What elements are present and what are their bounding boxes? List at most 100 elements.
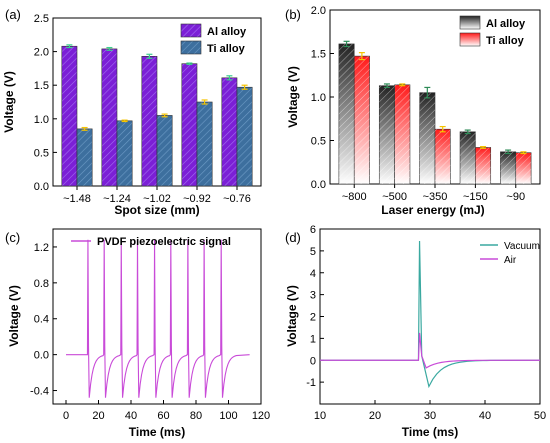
legend-label: Vacuum [504,241,540,252]
bar [196,101,213,187]
y-axis-label: Voltage (V) [286,66,300,128]
legend-swatch [459,32,481,47]
legend-label: Al alloy [207,26,247,38]
legend-swatch [180,23,202,38]
legend-label: Ti alloy [486,35,525,47]
y-tick-label: 2.0 [34,47,49,59]
x-tick-label: ~0.92 [183,193,211,205]
bar-hatch [515,152,532,184]
bar [61,45,78,187]
y-tick-label: 0.0 [311,179,326,191]
x-tick-label: ~1.02 [143,193,171,205]
legend-swatch [180,40,202,55]
y-tick-label: 1 [310,333,316,345]
legend-label: Air [504,255,517,266]
panel-d-line-chart: -1 0 1 2 3 4 5 6 10 20 30 40 50 Time (ms) Voltage (… [285,224,546,439]
legend: Al alloy Ti alloy [180,23,247,55]
y-tick-label: 0.5 [311,136,326,148]
y-tick-label: 0.5 [34,147,49,159]
legend-label: PVDF piezoelectric signal [97,236,231,248]
x-tick-label: 100 [219,410,237,422]
y-tick-labels: -1 0 1 2 3 4 5 6 [306,224,324,389]
x-tick-label: ~500 [382,191,407,203]
y-tick-label: -0.4 [30,386,49,398]
y-tick-label: 0.8 [34,278,49,290]
lines [320,241,541,389]
x-tick-labels: 10 20 30 40 50 [314,400,546,422]
y-tick-label: 1.5 [311,49,326,61]
y-axis-label: Voltage (V) [285,285,299,347]
panel-label-c: (c) [5,230,20,245]
y-tick-label: 1.2 [34,242,49,254]
y-tick-label: 2.0 [311,5,326,17]
bar-hatch [435,129,451,184]
x-axis-label: Time (ms) [129,425,185,439]
bar-hatch [394,84,410,184]
legend: PVDF piezoelectric signal [71,236,231,248]
bar-hatch [500,151,516,184]
legend: Al alloy Ti alloy [459,15,526,47]
x-tick-label: 0 [63,410,69,422]
bars [61,44,253,187]
x-tick-label: ~800 [342,191,367,203]
x-tick-labels: ~1.48 ~1.24 ~1.02 ~0.92 ~0.76 [63,186,251,205]
bar [181,63,198,187]
legend-swatch [459,15,481,30]
bar [221,77,238,187]
bar [76,128,93,187]
plot-frame [52,228,262,405]
x-tick-label: 60 [157,410,169,422]
y-tick-label: 1.0 [34,114,49,126]
bar [156,115,173,187]
x-axis-label: Time (ms) [402,425,458,439]
bar-hatch [419,92,435,184]
x-tick-label: ~150 [463,191,488,203]
signal-line [66,239,250,398]
bar-hatch [338,43,355,185]
legend-label: Al alloy [486,18,526,30]
x-tick-label: 40 [125,410,137,422]
x-axis-label: Spot size (mm) [114,203,199,217]
legend-label: Ti alloy [207,43,246,55]
y-tick-label: 2.5 [34,13,49,25]
y-tick-label: 1.0 [311,92,326,104]
legend: Vacuum Air [480,241,540,266]
x-tick-label: 40 [479,410,491,422]
y-tick-label: -1 [306,377,316,389]
panel-c-line-chart: -0.4 0.0 0.4 0.8 1.2 0 20 40 60 80 100 120 Time (m… [7,228,270,439]
x-tick-label: 120 [252,410,270,422]
x-tick-label: 30 [424,410,436,422]
x-tick-label: 20 [92,410,104,422]
x-tick-label: ~1.24 [103,193,131,205]
y-tick-label: 5 [310,246,316,258]
panel-b-bar-chart: 0.0 0.5 1.0 1.5 2.0 ~800 ~500 ~350 ~150 ~90 Lase… [286,5,541,217]
x-tick-label: ~90 [506,191,525,203]
panel-label-a: (a) [5,7,21,22]
x-tick-label: ~0.76 [223,193,251,205]
bars [338,40,532,185]
y-tick-label: 4 [310,268,316,280]
panel-a-bar-chart: 0.00.51.01.52.02.5 ~1.48 ~1.24 ~1.02 ~0.92 ~… [2,13,262,217]
x-axis-label: Laser energy (mJ) [381,203,484,217]
y-axis-label: Voltage (V) [2,71,16,133]
x-tick-labels: ~800 ~500 ~350 ~150 ~90 [342,184,525,203]
y-tick-label: 0.4 [34,314,49,326]
y-tick-label: 6 [310,224,316,236]
bar-hatch [475,147,491,184]
y-axis-label: Voltage (V) [7,285,21,347]
bar-hatch [379,85,395,184]
x-tick-label: 50 [534,410,546,422]
bar [101,48,118,187]
y-tick-labels: 0.0 0.5 1.0 1.5 2.0 [311,5,334,191]
y-tick-label: 2 [310,312,316,324]
x-tick-label: ~350 [423,191,448,203]
y-tick-label: 1.5 [34,80,49,92]
panel-label-d: (d) [285,230,301,245]
panel-label-b: (b) [285,7,301,22]
y-tick-label: 0.0 [34,350,49,362]
x-tick-label: 20 [369,410,381,422]
y-tick-label: 0.0 [34,181,49,193]
bar [141,56,158,187]
bar-hatch [460,131,476,184]
